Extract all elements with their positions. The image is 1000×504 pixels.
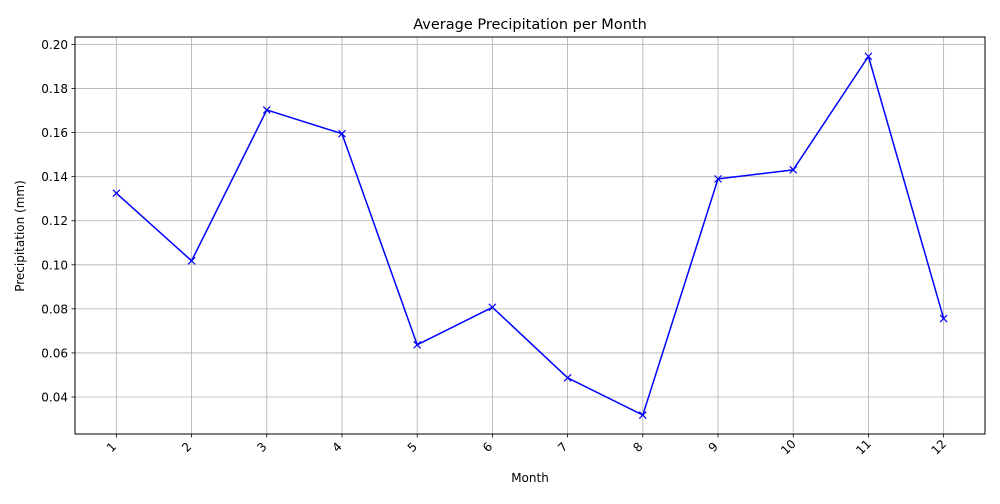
series-layer [112, 52, 948, 419]
plot-frame [74, 36, 986, 435]
point-marker-stroke [488, 303, 497, 312]
point-marker-stroke [413, 340, 422, 349]
point-marker-stroke [939, 314, 948, 323]
point-marker-stroke [262, 105, 271, 114]
y-tick-label: 0.16 [41, 126, 68, 140]
data-point [638, 411, 647, 419]
data-point [262, 105, 271, 114]
data-point [338, 129, 346, 138]
y-tick-label: 0.12 [41, 214, 68, 228]
data-point [112, 189, 121, 198]
x-axis-label: Month [511, 471, 549, 485]
point-marker-stroke [789, 165, 798, 174]
point-marker-stroke [187, 256, 196, 265]
point-marker-stroke [338, 129, 346, 138]
point-marker-stroke [563, 373, 572, 382]
point-marker-stroke [112, 189, 121, 198]
data-point [187, 256, 196, 265]
data-point [563, 373, 572, 382]
chart-title: Average Precipitation per Month [413, 17, 647, 33]
y-tick-label: 0.14 [41, 170, 68, 184]
y-tick-label: 0.08 [41, 302, 68, 316]
y-axis-label: Precipitation (mm) [13, 180, 27, 292]
point-marker-stroke [864, 52, 873, 61]
data-point [864, 52, 873, 61]
data-point [488, 303, 497, 312]
data-point [413, 340, 422, 349]
series-line [115, 55, 945, 416]
data-point [789, 165, 798, 174]
y-tick-label: 0.18 [41, 82, 68, 96]
point-marker-stroke [714, 174, 722, 183]
data-point [939, 314, 948, 323]
point-marker-stroke [638, 411, 647, 419]
y-tick-label: 0.04 [41, 390, 68, 404]
y-tick-label: 0.06 [41, 346, 68, 360]
y-tick-label: 0.10 [41, 258, 68, 272]
data-point [714, 174, 722, 183]
y-tick-label: 0.20 [41, 38, 68, 52]
grid [75, 37, 985, 434]
